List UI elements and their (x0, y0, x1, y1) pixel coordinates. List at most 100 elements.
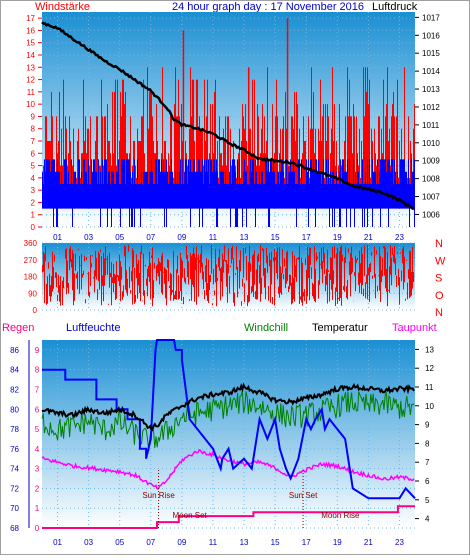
wind-tick-label: 7 (31, 137, 36, 146)
temp-tick-label: 7 (425, 458, 430, 467)
wind-tick-label: 12 (26, 76, 35, 85)
x-tick-label: 13 (240, 233, 249, 242)
x-tick-label: 03 (84, 233, 93, 242)
pressure-line (41, 21, 415, 211)
x-tick-label: 11 (209, 233, 218, 242)
rain-tick-label: 1 (35, 504, 40, 513)
temp-tick-label: 11 (425, 383, 434, 392)
rain-tick-label: 4 (35, 445, 40, 454)
rain-axis-ticks: 0 1 2 3 4 5 6 7 8 9 (35, 346, 40, 533)
direction-axis-ticks: 0 90 180 270 360 (24, 239, 38, 315)
compass-tick-label: O (435, 290, 444, 302)
temp-tick-label: 8 (425, 439, 430, 448)
x-tick-label: 23 (395, 538, 404, 547)
x-tick-label: 17 (302, 233, 311, 242)
wind-tick-label: 0 (31, 223, 36, 232)
x-tick-label: 01 (53, 538, 62, 547)
temp-tick-label: 5 (425, 496, 430, 505)
x-tick-label: 21 (364, 538, 373, 547)
climate-lines (41, 339, 416, 529)
legend-luftfeuchte: Luftfeuchte (66, 322, 120, 334)
x-tick-label: 23 (395, 233, 404, 242)
wind-tick-label: 8 (31, 125, 36, 134)
wind-direction-trace (42, 244, 415, 307)
pressure-tick-label: 1013 (422, 85, 440, 94)
pressure-tick-label: 1016 (422, 31, 440, 40)
pressure-tick-label: 1014 (422, 67, 440, 76)
wind-tick-label: 16 (26, 26, 35, 35)
humidity-tick-label: 84 (10, 366, 19, 375)
wind-tick-label: 17 (26, 14, 35, 23)
compass-tick-label: W (435, 255, 446, 267)
x-tick-label: 09 (177, 538, 186, 547)
x-tick-label: 17 (302, 538, 311, 547)
wind-average-bars (42, 159, 415, 227)
dewpoint-line (41, 448, 415, 490)
pressure-tick-label: 1010 (422, 139, 440, 148)
wind-tick-label: 5 (31, 162, 36, 171)
legend-windchill: Windchill (244, 322, 288, 334)
left-axis-title: Windstärke (35, 1, 90, 13)
x-tick-label: 05 (115, 538, 124, 547)
x-tick-label: 19 (333, 233, 342, 242)
humidity-tick-label: 80 (10, 405, 19, 414)
rain-line (42, 505, 415, 529)
direction-tick-label: 180 (24, 273, 38, 282)
pressure-tick-label: 1009 (422, 157, 440, 166)
x-tick-label: 19 (333, 538, 342, 547)
legend-regen: Regen (2, 322, 34, 334)
humidity-tick-label: 78 (10, 425, 19, 434)
wind-tick-label: 1 (31, 211, 36, 220)
x-tick-label: 01 (53, 233, 62, 242)
wind-tick-label: 3 (31, 186, 36, 195)
humidity-tick-label: 68 (10, 524, 19, 533)
wind-tick-label: 6 (31, 149, 36, 158)
wind-tick-label: 14 (26, 51, 35, 60)
rain-tick-label: 7 (35, 385, 40, 394)
wind-tick-label: 4 (31, 174, 36, 183)
wind-tick-label: 9 (31, 112, 36, 121)
windchill-line (41, 390, 415, 451)
humidity-axis-ticks: 68 70 72 74 76 78 80 82 84 86 (10, 340, 30, 533)
rain-tick-label: 2 (35, 484, 40, 493)
legend-taupunkt: Taupunkt (392, 322, 437, 334)
temp-tick-label: 9 (425, 421, 430, 430)
x-tick-label: 21 (364, 233, 373, 242)
pressure-line-group (41, 21, 415, 211)
x-tick-label: 07 (146, 538, 155, 547)
annotation-label: Sun Set (289, 491, 318, 500)
x-tick-label: 15 (271, 233, 280, 242)
x-tick-label: 13 (240, 538, 249, 547)
x-tick-label: 05 (115, 233, 124, 242)
compass-tick-label: N (435, 307, 443, 319)
humidity-tick-label: 86 (10, 346, 19, 355)
rain-tick-label: 0 (35, 524, 40, 533)
panel3-x-ticks: 01 03 05 07 09 11 13 15 17 19 21 23 (53, 538, 404, 547)
humidity-tick-label: 70 (10, 504, 19, 513)
pressure-tick-label: 1017 (422, 13, 440, 22)
temperature-axis-ticks: 4 5 6 7 8 9 10 11 12 13 (415, 345, 434, 524)
temperature-line (41, 382, 415, 432)
compass-tick-label: N (435, 238, 443, 250)
direction-tick-label: 0 (33, 306, 38, 315)
rain-tick-label: 6 (35, 405, 40, 414)
x-tick-label: 15 (271, 538, 280, 547)
direction-trace (42, 244, 415, 307)
annotation-label: Moon Set (173, 511, 208, 520)
pressure-axis-ticks: 1006 1007 1008 1009 1010 1011 1012 1013 1014 1015… (415, 13, 440, 219)
panel1-x-ticks: 01 03 05 07 09 11 13 15 17 19 21 23 (53, 233, 404, 242)
annotation-label: Sun Rise (142, 491, 175, 500)
rain-tick-label: 9 (35, 346, 40, 355)
pressure-tick-label: 1006 (422, 210, 440, 219)
humidity-tick-label: 72 (10, 484, 19, 493)
wind-tick-label: 13 (26, 63, 35, 72)
humidity-tick-label: 74 (10, 465, 19, 474)
pressure-tick-label: 1015 (422, 49, 440, 58)
rain-tick-label: 8 (35, 366, 40, 375)
annotation-label: Moon Rise (321, 511, 360, 520)
panel-climate (42, 340, 415, 528)
x-tick-label: 07 (146, 233, 155, 242)
